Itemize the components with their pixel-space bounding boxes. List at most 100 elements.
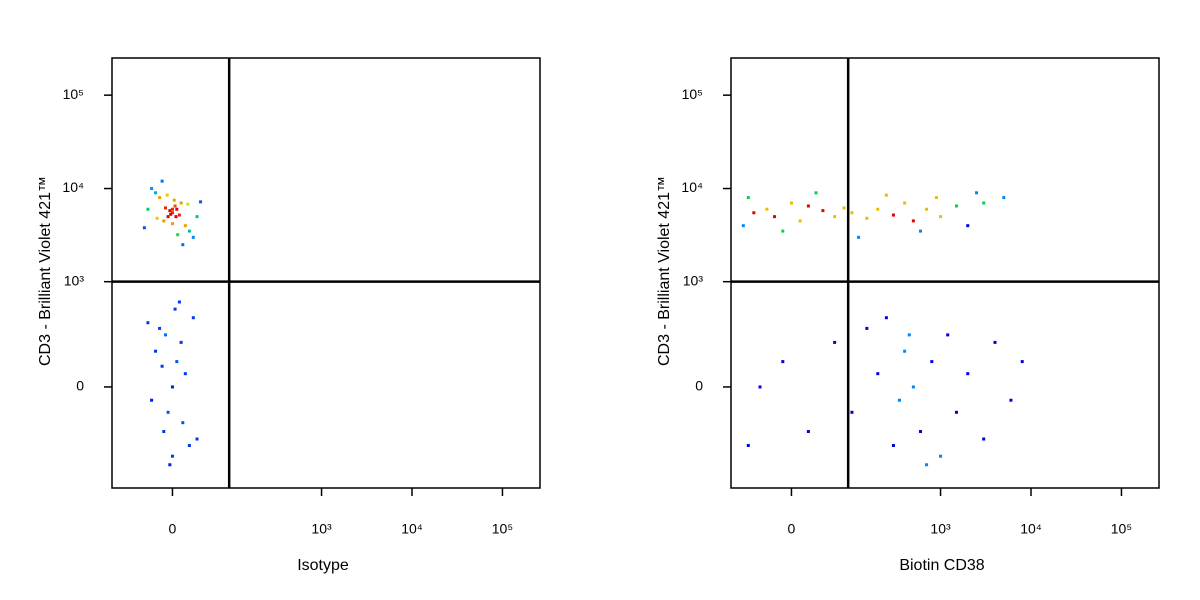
event-dot bbox=[154, 349, 158, 353]
event-dot bbox=[155, 216, 159, 220]
plot-frame bbox=[730, 57, 1160, 489]
event-dot bbox=[876, 372, 880, 376]
event-dot bbox=[181, 421, 185, 425]
event-dot bbox=[176, 233, 180, 237]
event-dot bbox=[966, 224, 970, 228]
plot: 0 10³ 10⁴ 10⁵ 0 10³ 10⁴ 10⁵ Isotype CD3 - Brillia… bbox=[37, 57, 541, 574]
event-dot bbox=[187, 229, 191, 233]
x-tick-label: 0 bbox=[788, 521, 796, 537]
event-dot bbox=[162, 430, 166, 434]
event-dot bbox=[865, 326, 869, 330]
event-dot bbox=[170, 222, 174, 226]
event-dot bbox=[168, 463, 172, 467]
y-tick-label: 0 bbox=[76, 378, 84, 394]
event-dot bbox=[146, 321, 150, 325]
event-dot bbox=[1020, 360, 1024, 364]
event-dot bbox=[925, 207, 929, 211]
x-axis-label: Biotin CD38 bbox=[899, 557, 984, 574]
event-dot bbox=[162, 219, 166, 223]
event-dot bbox=[781, 229, 785, 233]
event-dot bbox=[158, 196, 162, 200]
event-dot bbox=[186, 202, 190, 206]
event-dot bbox=[897, 398, 901, 402]
event-dot bbox=[939, 215, 943, 219]
event-dot bbox=[191, 316, 195, 320]
event-dot bbox=[179, 201, 183, 205]
event-dot bbox=[195, 215, 199, 219]
event-dot bbox=[765, 207, 769, 211]
event-dot bbox=[175, 360, 179, 364]
y-tick-label: 10⁴ bbox=[681, 179, 703, 195]
event-dot bbox=[166, 215, 170, 219]
event-dot bbox=[781, 360, 785, 364]
event-dot bbox=[993, 340, 997, 344]
event-dot bbox=[173, 204, 177, 208]
event-dot bbox=[925, 463, 929, 467]
event-dot bbox=[798, 219, 802, 223]
event-dot bbox=[164, 333, 168, 337]
event-dot bbox=[146, 207, 150, 211]
event-dot bbox=[946, 333, 950, 337]
event-dot bbox=[806, 430, 810, 434]
event-dot bbox=[833, 340, 837, 344]
event-dot bbox=[746, 443, 750, 447]
event-dot bbox=[175, 207, 179, 211]
event-dot bbox=[195, 437, 199, 441]
event-dot bbox=[850, 211, 854, 215]
event-dot bbox=[154, 191, 158, 195]
event-dot bbox=[177, 300, 181, 304]
x-tick-label: 10⁴ bbox=[401, 521, 423, 537]
event-dot bbox=[187, 443, 191, 447]
event-dot bbox=[165, 193, 169, 197]
event-dot bbox=[911, 385, 915, 389]
event-dot bbox=[789, 201, 793, 205]
event-dot bbox=[150, 187, 154, 191]
event-dot bbox=[954, 410, 958, 414]
event-dot bbox=[857, 235, 861, 239]
y-tick-label: 10⁵ bbox=[63, 86, 84, 102]
event-dot bbox=[884, 193, 888, 197]
event-dot bbox=[806, 204, 810, 208]
event-dot bbox=[166, 410, 170, 414]
event-dot bbox=[164, 206, 168, 210]
event-dot bbox=[884, 316, 888, 320]
event-dot bbox=[919, 430, 923, 434]
event-dot bbox=[876, 207, 880, 211]
event-dot bbox=[850, 410, 854, 414]
event-dot bbox=[160, 179, 164, 183]
event-dot bbox=[173, 307, 177, 311]
y-tick-label: 10³ bbox=[64, 272, 85, 288]
x-tick-label: 10⁴ bbox=[1020, 521, 1042, 537]
event-dot bbox=[170, 385, 174, 389]
event-dot bbox=[891, 443, 895, 447]
event-dot bbox=[172, 198, 176, 202]
y-tick-label: 10⁵ bbox=[682, 86, 703, 102]
event-dot bbox=[773, 215, 777, 219]
event-dot bbox=[1009, 398, 1013, 402]
event-dot bbox=[891, 213, 895, 217]
event-dot bbox=[865, 216, 869, 220]
event-dot bbox=[191, 235, 195, 239]
event-dot bbox=[177, 213, 181, 217]
event-dot bbox=[752, 211, 756, 215]
event-dot bbox=[168, 209, 172, 213]
event-dot bbox=[199, 200, 203, 204]
y-tick-label: 0 bbox=[695, 378, 703, 394]
event-dot bbox=[903, 201, 907, 205]
event-dot bbox=[934, 196, 938, 200]
event-dot bbox=[911, 219, 915, 223]
event-dot bbox=[903, 349, 907, 353]
event-dot bbox=[746, 196, 750, 200]
plot-frame bbox=[111, 57, 541, 489]
x-tick-label: 10³ bbox=[930, 521, 951, 537]
event-dot bbox=[907, 333, 911, 337]
x-tick-label: 10³ bbox=[311, 521, 332, 537]
event-dot bbox=[954, 204, 958, 208]
event-dot bbox=[814, 191, 818, 195]
event-dot bbox=[821, 209, 825, 213]
event-dot bbox=[150, 398, 154, 402]
event-dot bbox=[170, 211, 174, 215]
event-dot bbox=[833, 215, 837, 219]
x-axis-label: Isotype bbox=[297, 557, 349, 574]
